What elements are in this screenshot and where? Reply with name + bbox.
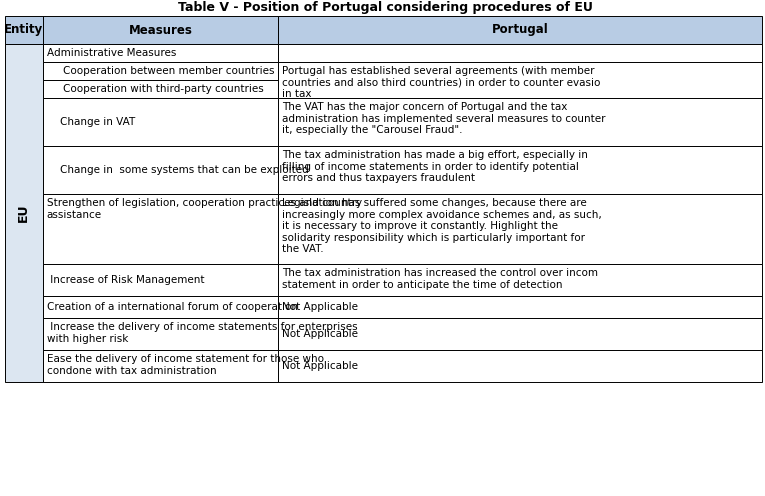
FancyBboxPatch shape	[43, 318, 278, 350]
FancyBboxPatch shape	[278, 16, 762, 44]
FancyBboxPatch shape	[5, 44, 43, 382]
FancyBboxPatch shape	[278, 350, 762, 382]
FancyBboxPatch shape	[43, 350, 278, 382]
FancyBboxPatch shape	[278, 44, 762, 62]
FancyBboxPatch shape	[278, 296, 762, 318]
Text: Portugal: Portugal	[492, 23, 549, 37]
FancyBboxPatch shape	[43, 146, 278, 194]
FancyBboxPatch shape	[43, 62, 278, 80]
FancyBboxPatch shape	[278, 98, 762, 146]
Text: Change in  some systems that can be exploited: Change in some systems that can be explo…	[47, 165, 308, 175]
Text: Strengthen of legislation, cooperation practices and country
assistance: Strengthen of legislation, cooperation p…	[47, 198, 362, 220]
Text: Not Applicable: Not Applicable	[282, 361, 358, 371]
Text: Not Applicable: Not Applicable	[282, 302, 358, 312]
Text: Cooperation between member countries: Cooperation between member countries	[63, 66, 274, 76]
Text: Cooperation with third-party countries: Cooperation with third-party countries	[63, 84, 263, 94]
Text: Change in VAT: Change in VAT	[47, 117, 135, 127]
FancyBboxPatch shape	[43, 194, 278, 264]
Text: Increase of Risk Management: Increase of Risk Management	[47, 275, 204, 285]
Text: Not Applicable: Not Applicable	[282, 329, 358, 339]
FancyBboxPatch shape	[278, 264, 762, 296]
FancyBboxPatch shape	[43, 44, 278, 62]
Text: The tax administration has made a big effort, especially in
filling of income st: The tax administration has made a big ef…	[282, 150, 588, 183]
Text: The VAT has the major concern of Portugal and the tax
administration has impleme: The VAT has the major concern of Portuga…	[282, 102, 606, 135]
FancyBboxPatch shape	[43, 16, 278, 44]
FancyBboxPatch shape	[278, 146, 762, 194]
Text: Portugal has established several agreements (with member
countries and also thir: Portugal has established several agreeme…	[282, 66, 601, 99]
FancyBboxPatch shape	[278, 318, 762, 350]
Text: Entity: Entity	[4, 23, 44, 37]
FancyBboxPatch shape	[5, 16, 43, 44]
FancyBboxPatch shape	[278, 194, 762, 264]
Text: Administrative Measures: Administrative Measures	[47, 48, 176, 58]
FancyBboxPatch shape	[278, 62, 762, 98]
Text: Table V - Position of Portugal considering procedures of EU: Table V - Position of Portugal consideri…	[178, 1, 593, 14]
Text: Ease the delivery of income statement for those who
condone with tax administrat: Ease the delivery of income statement fo…	[47, 354, 324, 375]
Text: The tax administration has increased the control over incom
statement in order t: The tax administration has increased the…	[282, 268, 598, 290]
FancyBboxPatch shape	[43, 98, 278, 146]
Text: Creation of a international forum of cooperation: Creation of a international forum of coo…	[47, 302, 298, 312]
Text: Measures: Measures	[129, 23, 192, 37]
Text: EU: EU	[18, 204, 31, 222]
FancyBboxPatch shape	[43, 80, 278, 98]
FancyBboxPatch shape	[43, 264, 278, 296]
Text: Increase the delivery of income statements for enterprises
with higher risk: Increase the delivery of income statemen…	[47, 322, 357, 344]
Text: Legislation has suffered some changes, because there are
increasingly more compl: Legislation has suffered some changes, b…	[282, 198, 602, 254]
FancyBboxPatch shape	[43, 296, 278, 318]
